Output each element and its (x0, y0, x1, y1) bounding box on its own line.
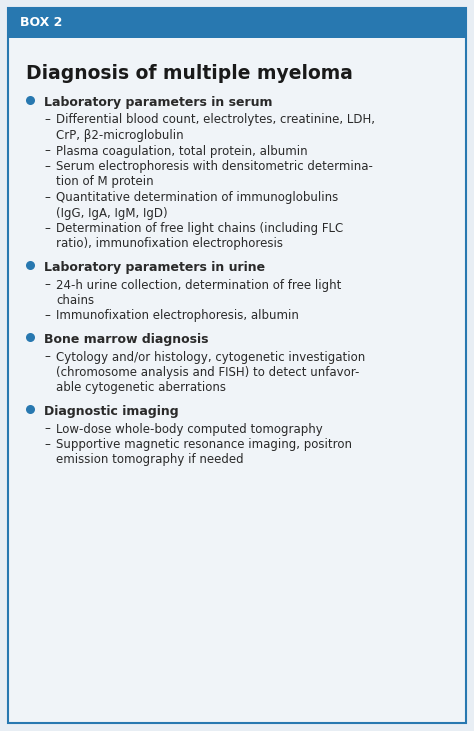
Text: Supportive magnetic resonance imaging, positron: Supportive magnetic resonance imaging, p… (56, 438, 352, 451)
Text: Low-dose whole-body computed tomography: Low-dose whole-body computed tomography (56, 423, 323, 436)
Text: CrP, β2-microglobulin: CrP, β2-microglobulin (56, 129, 183, 142)
Text: ratio), immunofixation electrophoresis: ratio), immunofixation electrophoresis (56, 238, 283, 251)
Text: –: – (44, 279, 50, 292)
Text: able cytogenetic aberrations: able cytogenetic aberrations (56, 382, 226, 395)
Text: Determination of free light chains (including FLC: Determination of free light chains (incl… (56, 222, 343, 235)
Text: emission tomography if needed: emission tomography if needed (56, 453, 244, 466)
Text: –: – (44, 309, 50, 322)
Text: Diagnosis of multiple myeloma: Diagnosis of multiple myeloma (26, 64, 353, 83)
Text: Differential blood count, electrolytes, creatinine, LDH,: Differential blood count, electrolytes, … (56, 113, 375, 126)
Text: 24-h urine collection, determination of free light: 24-h urine collection, determination of … (56, 279, 341, 292)
Text: BOX 2: BOX 2 (20, 17, 63, 29)
Text: Diagnostic imaging: Diagnostic imaging (44, 405, 179, 418)
Text: Laboratory parameters in serum: Laboratory parameters in serum (44, 96, 273, 109)
Bar (8, 8, 466, 38)
Text: Bone marrow diagnosis: Bone marrow diagnosis (44, 333, 209, 346)
Text: (IgG, IgA, IgM, IgD): (IgG, IgA, IgM, IgD) (56, 206, 168, 219)
Text: (chromosome analysis and FISH) to detect unfavor-: (chromosome analysis and FISH) to detect… (56, 366, 359, 379)
Text: –: – (44, 113, 50, 126)
Text: Immunofixation electrophoresis, albumin: Immunofixation electrophoresis, albumin (56, 309, 299, 322)
Text: tion of M protein: tion of M protein (56, 175, 154, 189)
Text: Plasma coagulation, total protein, albumin: Plasma coagulation, total protein, album… (56, 145, 308, 157)
Text: chains: chains (56, 294, 94, 307)
Text: –: – (44, 222, 50, 235)
Text: Quantitative determination of immunoglobulins: Quantitative determination of immunoglob… (56, 191, 338, 204)
Text: –: – (44, 438, 50, 451)
Text: –: – (44, 423, 50, 436)
Text: –: – (44, 160, 50, 173)
Text: Cytology and/or histology, cytogenetic investigation: Cytology and/or histology, cytogenetic i… (56, 350, 365, 363)
Text: –: – (44, 350, 50, 363)
Text: Laboratory parameters in urine: Laboratory parameters in urine (44, 261, 265, 274)
Text: –: – (44, 145, 50, 157)
Text: Serum electrophoresis with densitometric determina-: Serum electrophoresis with densitometric… (56, 160, 373, 173)
Text: –: – (44, 191, 50, 204)
